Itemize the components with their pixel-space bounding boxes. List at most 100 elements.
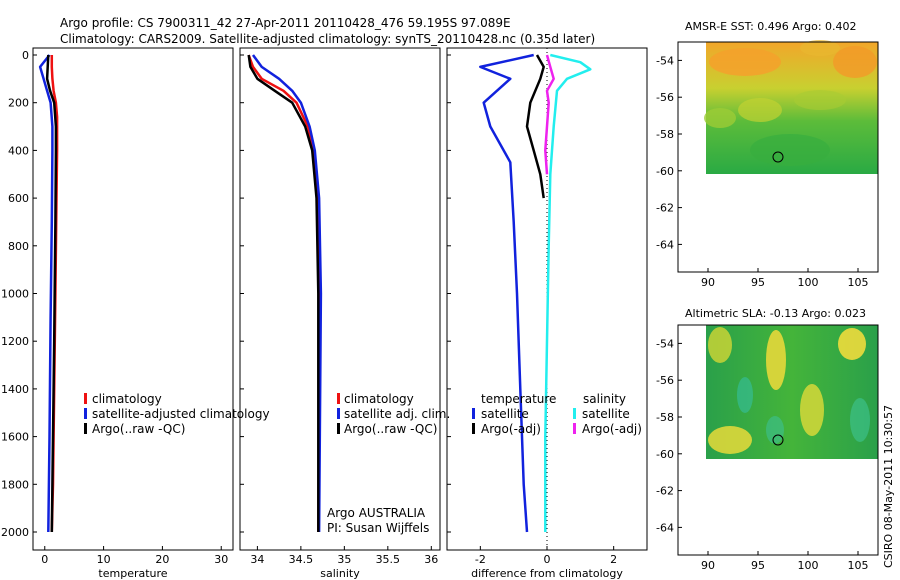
temperature-legend: climatology satellite-adjusted climatolo… xyxy=(84,392,270,436)
series-line xyxy=(544,53,592,532)
annotation-argo-country: Argo AUSTRALIA xyxy=(327,506,426,520)
legend-label-argo: Argo(..raw -QC) xyxy=(92,422,185,436)
legend-label-sal-satellite: satellite xyxy=(582,407,630,421)
salinity-legend: climatology satellite adj. clim. Argo(..… xyxy=(327,392,450,535)
legend-title-salinity: salinity xyxy=(583,392,626,406)
y-tick-label: 1200 xyxy=(1,335,29,348)
y-tick-label: -62 xyxy=(656,202,674,215)
x-tick-label: -2 xyxy=(475,553,486,566)
legend-label-argo: Argo(..raw -QC) xyxy=(344,422,437,436)
y-tick-label: -56 xyxy=(656,374,674,387)
x-tick-label: 105 xyxy=(848,559,869,572)
argo-marker xyxy=(772,434,784,446)
y-tick-label: -60 xyxy=(656,165,674,178)
legend-swatch-temp-argo xyxy=(472,423,475,434)
x-tick-label: 90 xyxy=(701,276,715,289)
sla-heatmap xyxy=(706,325,878,459)
sla-map: Altimetric SLA: -0.13 Argo: 0.023 90 95 10… xyxy=(656,307,879,572)
y-tick-label: -54 xyxy=(656,337,674,350)
x-tick-label: 35 xyxy=(337,553,351,566)
y-tick-label: -54 xyxy=(656,54,674,67)
x-axis-label: salinity xyxy=(320,567,360,580)
legend-swatch-argo xyxy=(84,423,87,434)
legend-swatch-temp-satellite xyxy=(472,408,475,419)
difference-legend: temperature satellite Argo(-adj) salinit… xyxy=(472,392,642,436)
legend-swatch-satellite xyxy=(84,408,87,419)
sst-map: AMSR-E SST: 0.496 Argo: 0.402 90 95 100 105… xyxy=(656,20,879,289)
x-tick-label: 20 xyxy=(155,553,169,566)
x-tick-label: 100 xyxy=(798,559,819,572)
series-line xyxy=(38,54,54,533)
y-tick-label: 600 xyxy=(8,192,29,205)
legend-title-temperature: temperature xyxy=(481,392,556,406)
annotation-pi: PI: Susan Wijffels xyxy=(327,521,429,535)
y-tick-label: -60 xyxy=(656,448,674,461)
x-tick-label: 34 xyxy=(250,553,264,566)
series-line xyxy=(251,54,323,533)
y-tick-label: -58 xyxy=(656,128,674,141)
x-tick-label: 34.5 xyxy=(289,553,314,566)
series-line xyxy=(544,54,555,175)
y-tick-label: 0 xyxy=(22,49,29,62)
legend-label-temp-argo: Argo(-adj) xyxy=(481,422,541,436)
y-tick-label: -64 xyxy=(656,238,674,251)
y-tick-label: -56 xyxy=(656,91,674,104)
sla-map-title: Altimetric SLA: -0.13 Argo: 0.023 xyxy=(685,307,866,320)
legend-swatch-sal-argo xyxy=(573,423,576,434)
header-line-1: Argo profile: CS 7900311_42 27-Apr-2011 … xyxy=(60,16,511,30)
series-line xyxy=(525,54,545,199)
y-tick-label: 1800 xyxy=(1,478,29,491)
x-tick-label: 95 xyxy=(751,559,765,572)
sst-map-title: AMSR-E SST: 0.496 Argo: 0.402 xyxy=(685,20,857,33)
y-tick-label: 200 xyxy=(8,97,29,110)
legend-label-climatology: climatology xyxy=(92,392,162,406)
x-axis-label: temperature xyxy=(98,567,167,580)
map-frame xyxy=(677,41,879,273)
legend-swatch-sal-satellite xyxy=(573,408,576,419)
x-tick-label: 36 xyxy=(424,553,438,566)
y-tick-label: -62 xyxy=(656,485,674,498)
y-tick-label: -58 xyxy=(656,411,674,424)
x-tick-label: 0 xyxy=(544,553,551,566)
x-tick-label: 90 xyxy=(701,559,715,572)
x-tick-label: 10 xyxy=(97,553,111,566)
legend-label-sal-argo: Argo(-adj) xyxy=(582,422,642,436)
legend-label-satellite: satellite-adjusted climatology xyxy=(92,407,270,421)
y-tick-label: 2000 xyxy=(1,526,29,539)
salinity-panel: 34 34.5 35 35.5 36 salinity xyxy=(239,47,441,580)
y-tick-label: 800 xyxy=(8,240,29,253)
y-tick-label: 1000 xyxy=(1,288,29,301)
series-line xyxy=(45,54,58,533)
x-tick-label: 0 xyxy=(41,553,48,566)
map-frame xyxy=(677,324,879,556)
x-tick-label: 95 xyxy=(751,276,765,289)
sst-heatmap xyxy=(704,40,878,174)
x-tick-label: 35.5 xyxy=(376,553,401,566)
temperature-panel: 0 10 20 30 temperature 0 200 400 600 800 1000 1200 1… xyxy=(1,47,234,580)
legend-label-climatology: climatology xyxy=(344,392,414,406)
legend-swatch-climatology xyxy=(84,393,87,404)
series-line xyxy=(247,54,320,532)
y-tick-label: -64 xyxy=(656,521,674,534)
x-tick-label: 30 xyxy=(214,553,228,566)
legend-label-temp-satellite: satellite xyxy=(481,407,529,421)
argo-marker xyxy=(772,151,784,163)
x-axis-label: difference from climatology xyxy=(471,567,623,580)
plot-frame xyxy=(32,47,234,551)
legend-swatch-satellite xyxy=(337,408,340,419)
credit-line: CSIRO 08-May-2011 10:30:57 xyxy=(882,405,895,568)
y-tick-label: 1600 xyxy=(1,431,29,444)
legend-swatch-argo xyxy=(337,423,340,434)
y-tick-label: 1400 xyxy=(1,383,29,396)
legend-swatch-climatology xyxy=(337,393,340,404)
x-tick-label: 2 xyxy=(610,553,617,566)
x-tick-label: 105 xyxy=(848,276,869,289)
plot-frame xyxy=(239,47,441,551)
header-line-2: Climatology: CARS2009. Satellite-adjuste… xyxy=(60,32,595,46)
series-line xyxy=(479,53,534,533)
y-tick-label: 400 xyxy=(8,144,29,157)
x-tick-label: 100 xyxy=(798,276,819,289)
legend-label-satellite: satellite adj. clim. xyxy=(344,407,450,421)
